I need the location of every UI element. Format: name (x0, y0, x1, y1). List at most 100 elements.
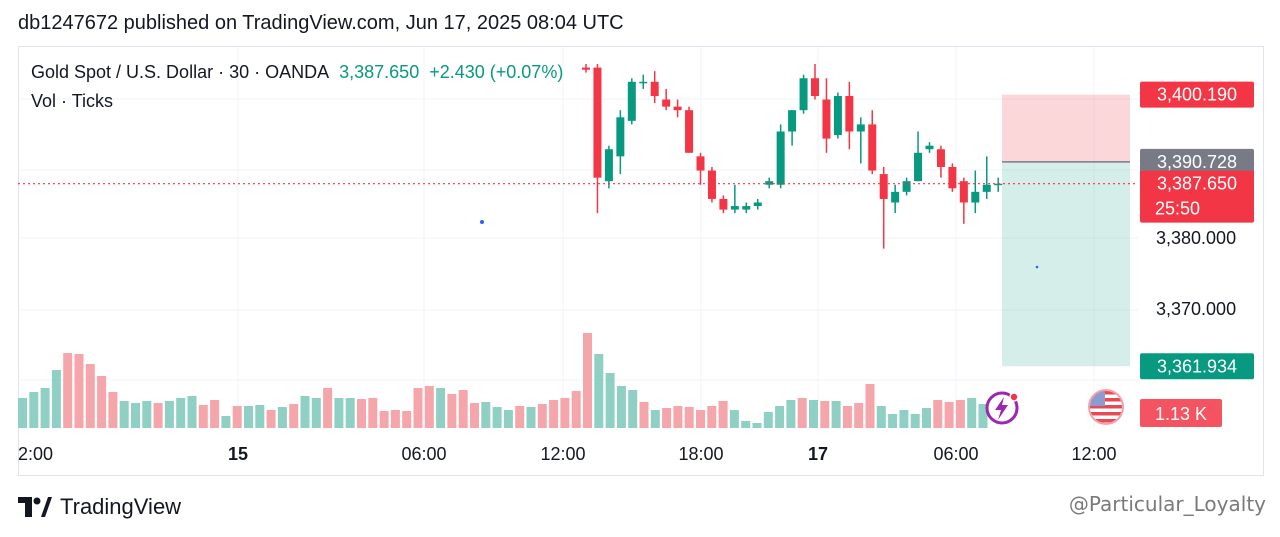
volume-bar (944, 402, 954, 428)
volume-bar (707, 406, 717, 428)
volume-bar (232, 406, 242, 428)
candle (627, 78, 636, 125)
volume-bar (729, 410, 739, 428)
volume-bar (967, 398, 977, 428)
candles (582, 64, 1003, 249)
volume-bar (775, 406, 785, 428)
time-tick-label: 06:00 (933, 444, 978, 464)
dot-marker-1 (480, 220, 484, 224)
volume-bar (922, 408, 931, 428)
candle (822, 78, 831, 153)
candle-body (685, 110, 694, 153)
volume-bar (696, 410, 705, 428)
volume-bar (616, 386, 626, 428)
us-flag-icon[interactable] (1088, 389, 1124, 425)
volume-bar (797, 398, 807, 428)
volume-bar (311, 398, 321, 428)
candle-body (639, 81, 648, 84)
volume-bar (503, 410, 513, 428)
lightning-icon[interactable] (985, 391, 1019, 425)
price-tag-label: 3,400.190 (1157, 85, 1237, 105)
volume-bar (300, 396, 310, 428)
candle (616, 110, 625, 175)
candle (765, 177, 774, 189)
volume-tag-box (1140, 399, 1222, 427)
volume-bar (809, 400, 818, 428)
candle (742, 202, 751, 214)
volume-bar (526, 407, 536, 428)
candle (788, 110, 797, 146)
candle-body (868, 124, 877, 171)
candle (833, 92, 842, 139)
price-change: +2.430 (+0.07%) (429, 62, 564, 82)
position-stop-zone[interactable] (1002, 161, 1130, 367)
volume-bar (424, 386, 434, 428)
volume-bar (198, 405, 208, 428)
candle (776, 124, 785, 189)
price-tag-label: 3,387.650 (1157, 174, 1237, 194)
volume-bar (876, 406, 886, 428)
volume-bar (537, 404, 547, 428)
chart-frame (18, 46, 1264, 476)
price-tag-box (1140, 170, 1254, 223)
volume-tag[interactable]: 1.13 K (1140, 399, 1222, 427)
candle (902, 177, 911, 196)
volume-bar (334, 398, 344, 428)
volume-bar (97, 376, 107, 428)
volume-bar (560, 398, 570, 428)
candle-body (742, 206, 751, 210)
candle-body (753, 202, 762, 207)
position-tool[interactable] (1002, 94, 1130, 367)
position-target-zone[interactable] (1002, 94, 1130, 162)
volume-bar (357, 399, 366, 428)
volume-bar (345, 398, 355, 428)
volume-bar (289, 404, 299, 428)
volume-bar (368, 398, 378, 428)
volume-bar (323, 388, 333, 428)
volume-legend[interactable]: Vol · Ticks (31, 91, 114, 111)
grid-lines (18, 47, 1138, 428)
price-tag-box (1140, 353, 1254, 380)
price-tag[interactable]: 3,390.728 (1140, 148, 1254, 175)
candle-body (593, 67, 602, 178)
price-tag[interactable]: 3,400.190 (1140, 81, 1254, 108)
volume-bar (255, 405, 265, 428)
candle-body (914, 152, 923, 182)
candle (936, 145, 945, 178)
candle (673, 99, 682, 118)
price-tag[interactable]: 3,387.650 25:50 (1140, 170, 1254, 223)
candle-body (788, 110, 797, 132)
candle-body (719, 198, 728, 210)
candle-body (707, 170, 716, 199)
candle (662, 88, 671, 111)
price-tag-box (1140, 148, 1254, 175)
volume-bar (379, 411, 389, 428)
candle (753, 198, 762, 210)
volume-bar (413, 388, 423, 428)
price-tag[interactable]: 3,361.934 (1140, 353, 1254, 380)
candle (994, 177, 1003, 192)
volume-bar (888, 414, 898, 428)
volume-bar (662, 408, 672, 428)
tradingview-logo[interactable]: TradingView (18, 494, 181, 520)
volume-bar (684, 407, 694, 428)
symbol-legend[interactable]: Gold Spot / U.S. Dollar · 30 · OANDA 3,3… (31, 62, 563, 83)
candle (604, 145, 613, 189)
price-tag-label: 3,390.728 (1157, 152, 1237, 172)
last-price: 3,387.650 (339, 62, 420, 82)
time-tick-label: 06:00 (401, 444, 446, 464)
candle-body (948, 167, 957, 189)
candle-body (650, 81, 659, 96)
publisher-line: db1247672 published on TradingView.com, … (18, 12, 624, 34)
volume-bar (820, 401, 830, 428)
volume-bar (277, 407, 287, 428)
candle (914, 131, 923, 182)
volume-bar (74, 354, 84, 428)
volume-bar (447, 394, 457, 428)
candle (685, 106, 694, 153)
candle (891, 184, 900, 214)
price-axis: 3,380.000 3,370.000 (1156, 228, 1236, 319)
candle-body (765, 181, 774, 185)
time-tick-label: 15 (228, 444, 248, 464)
